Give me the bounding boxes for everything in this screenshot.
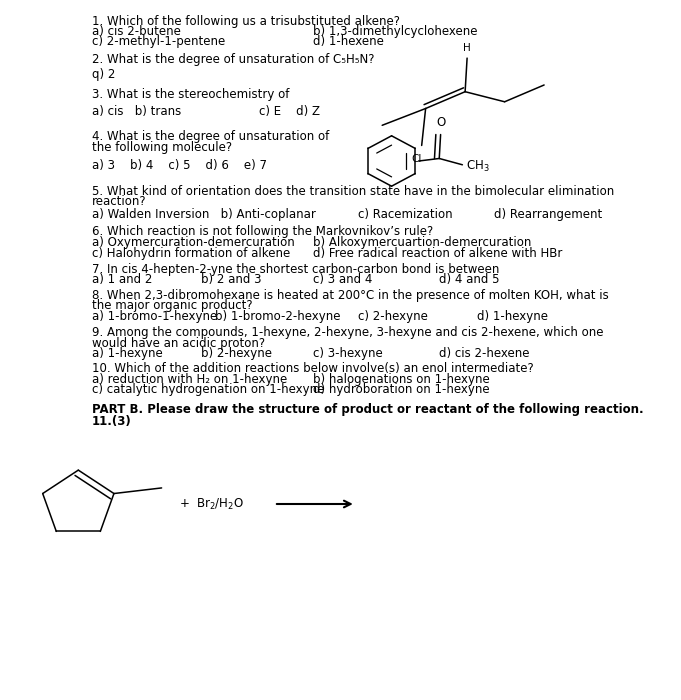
Text: Cl: Cl [411,154,422,164]
Text: 4. What is the degree of unsaturation of: 4. What is the degree of unsaturation of [92,130,329,143]
Text: CH$_3$: CH$_3$ [466,160,490,174]
Text: d) Free radical reaction of alkene with HBr: d) Free radical reaction of alkene with … [313,247,563,260]
Text: the major organic product?: the major organic product? [92,300,253,312]
Text: H: H [463,43,471,53]
Text: a) cis   b) trans: a) cis b) trans [92,106,181,118]
Text: b) 2-hexyne: b) 2-hexyne [201,347,272,360]
Text: +  Br$_2$/H$_2$O: + Br$_2$/H$_2$O [178,496,243,512]
Text: c) 3-hexyne: c) 3-hexyne [313,347,383,360]
Text: d) 4 and 5: d) 4 and 5 [439,274,500,286]
Text: PART B. Please draw the structure of product or reactant of the following reacti: PART B. Please draw the structure of pro… [92,403,644,416]
Text: 2. What is the degree of unsaturation of C₅H₅N?: 2. What is the degree of unsaturation of… [92,53,375,66]
Text: a) Walden Inversion   b) Anti-coplanar: a) Walden Inversion b) Anti-coplanar [92,209,316,221]
Text: 3. What is the stereochemistry of: 3. What is the stereochemistry of [92,88,289,101]
Text: c) 2-hexyne: c) 2-hexyne [358,310,428,323]
Text: b) 2 and 3: b) 2 and 3 [201,274,262,286]
Text: b) 1,3-dimethylcyclohexene: b) 1,3-dimethylcyclohexene [313,25,478,38]
Text: 8. When 2,3-dibromohexane is heated at 200°C in the presence of molten KOH, what: 8. When 2,3-dibromohexane is heated at 2… [92,289,609,302]
Text: a) reduction with H₂ on 1-hexyne: a) reduction with H₂ on 1-hexyne [92,373,287,386]
Text: O: O [436,116,445,129]
Text: would have an acidic proton?: would have an acidic proton? [92,337,265,349]
Text: a) 1 and 2: a) 1 and 2 [92,274,153,286]
Text: b) 1-bromo-2-hexyne: b) 1-bromo-2-hexyne [215,310,340,323]
Text: reaction?: reaction? [92,195,146,208]
Text: 6. Which reaction is not following the Markovnikov’s rule?: 6. Which reaction is not following the M… [92,225,433,237]
Text: 9. Among the compounds, 1-hexyne, 2-hexyne, 3-hexyne and cis 2-hexene, which one: 9. Among the compounds, 1-hexyne, 2-hexy… [92,326,603,339]
Text: c) E    d) Z: c) E d) Z [259,106,320,118]
Text: b) halogenations on 1-hexyne: b) halogenations on 1-hexyne [313,373,490,386]
Text: d) hydroboration on 1-hexyne: d) hydroboration on 1-hexyne [313,384,490,396]
Text: d) Rearrangement: d) Rearrangement [494,209,602,221]
Text: d) 1-hexyne: d) 1-hexyne [477,310,548,323]
Text: a) 3    b) 4    c) 5    d) 6    e) 7: a) 3 b) 4 c) 5 d) 6 e) 7 [92,160,267,172]
Text: q) 2: q) 2 [92,69,115,81]
Text: b) Alkoxymercuartion-demercuration: b) Alkoxymercuartion-demercuration [313,237,532,249]
Text: c) catalytic hydrogenation on 1-hexyne: c) catalytic hydrogenation on 1-hexyne [92,384,324,396]
Text: c) Halohydrin formation of alkene: c) Halohydrin formation of alkene [92,247,290,260]
Text: 1. Which of the following us a trisubstituted alkene?: 1. Which of the following us a trisubsti… [92,15,400,27]
Text: d) cis 2-hexene: d) cis 2-hexene [439,347,530,360]
Text: c) 3 and 4: c) 3 and 4 [313,274,373,286]
Text: 11.(3): 11.(3) [92,415,131,428]
Text: a) Oxymercuration-demercuration: a) Oxymercuration-demercuration [92,237,295,249]
Text: a) 1-bromo-1-hexyne: a) 1-bromo-1-hexyne [92,310,217,323]
Text: c) Racemization: c) Racemization [358,209,452,221]
Text: c) 2-methyl-1-pentene: c) 2-methyl-1-pentene [92,36,225,48]
Text: a) 1-hexyne: a) 1-hexyne [92,347,163,360]
Text: 5. What kind of orientation does the transition state have in the bimolecular el: 5. What kind of orientation does the tra… [92,185,614,197]
Text: d) 1-hexene: d) 1-hexene [313,36,384,48]
Text: 7. In cis 4-hepten-2-yne the shortest carbon-carbon bond is between: 7. In cis 4-hepten-2-yne the shortest ca… [92,263,499,276]
Text: a) cis 2-butene: a) cis 2-butene [92,25,181,38]
Text: the following molecule?: the following molecule? [92,141,232,153]
Text: 10. Which of the addition reactions below involve(s) an enol intermediate?: 10. Which of the addition reactions belo… [92,363,534,375]
